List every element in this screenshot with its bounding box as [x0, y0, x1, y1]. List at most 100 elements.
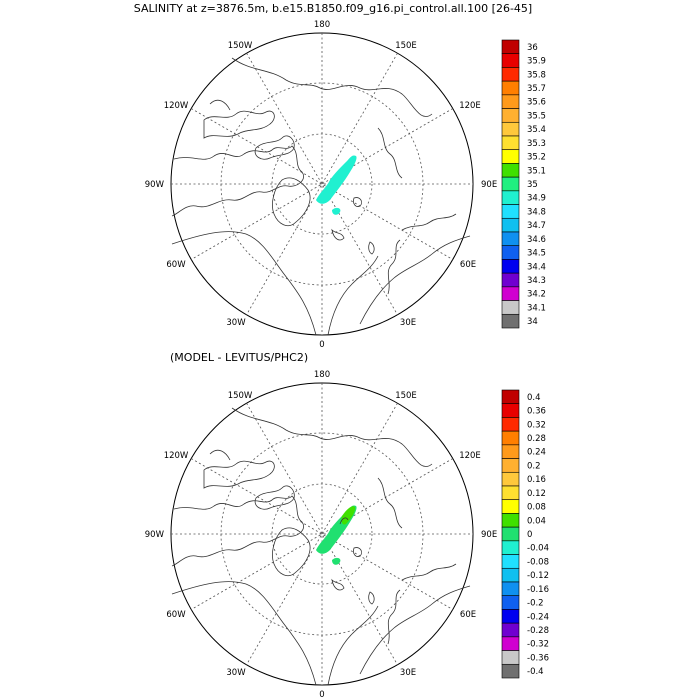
bottom-colorbar-label: 0.04: [527, 516, 546, 526]
bottom-field-contour: [339, 517, 349, 525]
bottom-colorbar-box: [501, 430, 520, 446]
top-lon-120w: 120W: [164, 101, 189, 111]
top-colorbar-label: 35.5: [527, 111, 546, 121]
top-colorbar-box: [501, 121, 520, 137]
bottom-meridians: [171, 383, 473, 685]
bottom-lon-60e: 60E: [460, 610, 476, 620]
top-salinity-field: [316, 155, 357, 215]
bottom-colorbar-box: [501, 650, 520, 665]
top-lon-labels: 180 150W 150E 120W 120E 90W 90E 60W 60E …: [145, 20, 497, 350]
bottom-colorbar-label: -0.12: [527, 571, 549, 581]
top-field-main: [316, 155, 357, 204]
bottom-colorbar-label: -0.04: [527, 544, 549, 554]
top-colorbar-box: [501, 313, 520, 329]
top-colorbar-label: 35.3: [527, 139, 546, 149]
bottom-lon-labels: 180 150W 150E 120W 120E 90W 90E 60W 60E …: [145, 370, 497, 700]
top-colorbar-box: [501, 217, 520, 233]
bottom-colorbar-box: [501, 554, 520, 569]
top-lon-30w: 30W: [226, 318, 246, 328]
bottom-colorbar-label: 0.28: [527, 434, 546, 444]
top-colorbar-box: [501, 135, 520, 151]
bottom-colorbar-label: 0.12: [527, 489, 546, 499]
bottom-colorbar-box: [501, 417, 520, 432]
bottom-lon-150w: 150W: [228, 391, 253, 401]
top-colorbar-label: 34: [527, 317, 538, 327]
bottom-lon-180: 180: [314, 370, 330, 380]
top-lon-90e: 90E: [481, 180, 497, 190]
bottom-lon-120e: 120E: [459, 451, 481, 461]
top-colorbar-box: [501, 94, 520, 109]
bottom-colorbar-label: -0.16: [527, 585, 549, 595]
top-colorbar-label: 35.8: [527, 70, 546, 80]
bottom-colorbar-label: 0.16: [527, 475, 546, 485]
top-map: 180 150W 150E 120W 120E 90W 90E 60W 60E …: [145, 20, 497, 350]
top-colorbar-label: 34.9: [527, 194, 546, 204]
top-colorbar-box: [501, 231, 520, 247]
top-colorbar-label: 34.3: [527, 276, 546, 286]
top-lon-60w: 60W: [166, 260, 186, 270]
top-coastlines: [171, 57, 471, 336]
top-colorbar-label: 34.4: [527, 262, 546, 272]
bottom-colorbar-box: [501, 485, 520, 501]
bottom-field-small: [332, 557, 341, 565]
bottom-colorbar-label: 0: [527, 530, 532, 540]
bottom-colorbar-label: 0.24: [527, 448, 546, 458]
top-lon-150w: 150W: [228, 41, 253, 51]
top-lon-150e: 150E: [395, 41, 417, 51]
top-colorbar: 36 35.9 35.8 35.7 35.6 35.5 35.4 35.3 35.2 35.1 35…: [501, 39, 546, 329]
top-lon-30e: 30E: [400, 318, 416, 328]
top-colorbar-box: [501, 245, 520, 260]
top-colorbar-label: 34.6: [527, 235, 546, 245]
top-colorbar-label: 35.2: [527, 153, 546, 163]
top-colorbar-label: 34.5: [527, 249, 546, 259]
bottom-colorbar-box: [501, 663, 520, 679]
bottom-lon-60w: 60W: [166, 610, 186, 620]
top-colorbar-label: 35.1: [527, 166, 546, 176]
bottom-field-patch: [341, 506, 356, 525]
bottom-lon-90e: 90E: [481, 530, 497, 540]
top-colorbar-label: 34.8: [527, 207, 546, 217]
top-colorbar-label: 35: [527, 180, 538, 190]
bottom-lon-30e: 30E: [400, 668, 416, 678]
top-colorbar-box: [501, 204, 520, 219]
top-lon-180: 180: [314, 20, 330, 30]
top-colorbar-box: [501, 176, 520, 192]
bottom-colorbar-box: [501, 471, 520, 487]
bottom-lon-90w: 90W: [145, 530, 165, 540]
bottom-colorbar-label: 0.4: [527, 393, 541, 403]
bottom-colorbar-label: 0.08: [527, 503, 546, 513]
bottom-colorbar-box: [501, 581, 520, 597]
bottom-colorbar-box: [501, 458, 520, 473]
bottom-colorbar-label: -0.08: [527, 557, 549, 567]
bottom-colorbar-box: [501, 609, 520, 624]
top-title: SALINITY at z=3876.5m, b.e15.B1850.f09_g…: [134, 2, 532, 15]
bottom-colorbar-box: [501, 513, 520, 528]
top-field-small: [332, 207, 341, 215]
bottom-map: 180 150W 150E 120W 120E 90W 90E 60W 60E …: [145, 370, 497, 700]
bottom-lon-0: 0: [319, 690, 324, 700]
bottom-colorbar-box: [501, 540, 520, 555]
top-colorbar-box: [501, 53, 520, 68]
top-colorbar-box: [501, 39, 520, 55]
bottom-colorbar-box: [501, 403, 520, 418]
bottom-colorbar-label: -0.28: [527, 626, 549, 636]
bottom-difference-field: [316, 505, 357, 565]
bottom-colorbar-label: -0.32: [527, 640, 549, 650]
top-colorbar-label: 35.7: [527, 84, 546, 94]
bottom-coastlines: [171, 407, 471, 686]
bottom-colorbar-label: 0.2: [527, 461, 541, 471]
bottom-title: (MODEL - LEVITUS/PHC2): [170, 351, 308, 364]
top-colorbar-label: 35.4: [527, 125, 546, 135]
top-colorbar-box: [501, 300, 520, 315]
top-colorbar-box: [501, 190, 520, 205]
top-colorbar-box: [501, 286, 520, 301]
bottom-colorbar-box: [501, 636, 520, 651]
bottom-colorbar-box: [501, 567, 520, 583]
top-colorbar-label: 36: [527, 43, 538, 53]
bottom-colorbar-box: [501, 389, 520, 405]
bottom-colorbar-box: [501, 499, 520, 514]
bottom-colorbar-box: [501, 526, 520, 542]
bottom-lon-150e: 150E: [395, 391, 417, 401]
top-colorbar-label: 34.2: [527, 290, 546, 300]
